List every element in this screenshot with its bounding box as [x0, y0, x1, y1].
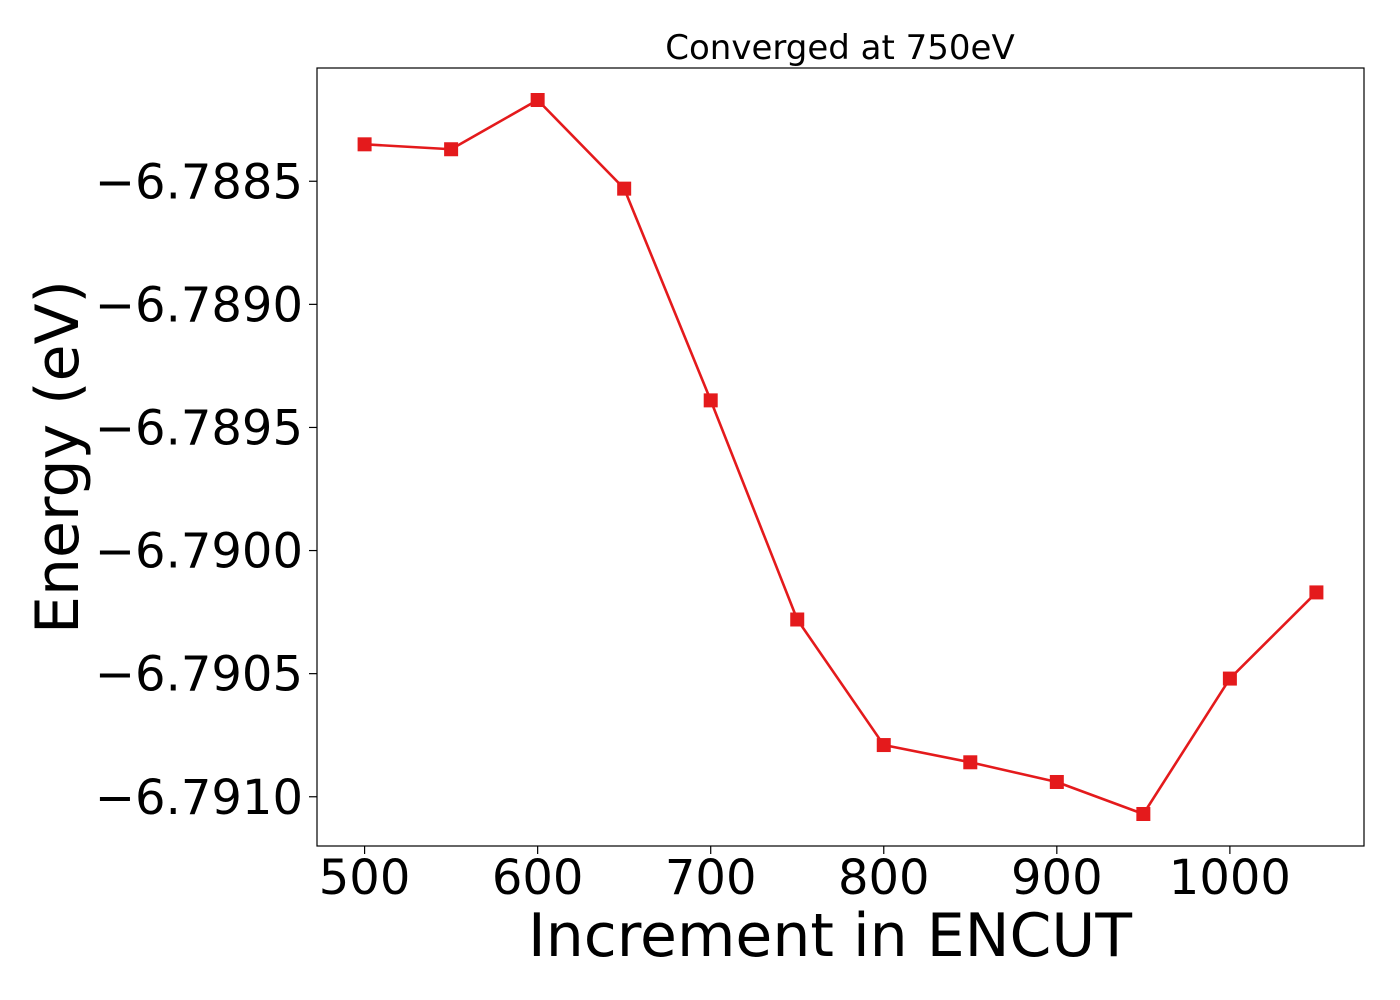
x-axis-ticks: 500 600 700 800 900 1000	[319, 846, 1291, 906]
data-point-marker	[790, 612, 805, 627]
series-line	[364, 98, 1318, 816]
data-point-marker	[444, 142, 459, 157]
y-tick-label: −6.7900	[95, 524, 303, 580]
chart-title: Converged at 750eV	[665, 28, 1014, 68]
y-tick-label: −6.7890	[95, 277, 303, 333]
x-tick-label: 1000	[1169, 850, 1291, 906]
x-tick-label: 800	[838, 850, 930, 906]
x-tick-label: 600	[492, 850, 584, 906]
plot-frame	[316, 67, 1365, 847]
y-tick-label: −6.7885	[95, 154, 303, 210]
plot-area	[316, 67, 1365, 847]
data-point-marker	[1049, 774, 1064, 789]
x-tick-label: 700	[665, 850, 757, 906]
y-axis-label: Energy (eV)	[23, 280, 93, 634]
x-tick-label: 900	[1011, 850, 1103, 906]
y-axis-ticks: −6.7910 −6.7905 −6.7900 −6.7895 −6.7890 −6.78…	[95, 154, 317, 826]
data-point-marker	[703, 393, 718, 408]
data-point-marker	[963, 755, 978, 770]
y-tick-label: −6.7895	[95, 400, 303, 456]
data-point-marker	[876, 738, 891, 753]
series-layer	[357, 93, 1324, 821]
data-point-marker	[1309, 585, 1324, 600]
data-point-marker	[1136, 806, 1151, 821]
y-tick-label: −6.7905	[95, 647, 303, 703]
x-axis-label: Increment in ENCUT	[528, 901, 1132, 971]
data-point-marker	[357, 137, 372, 152]
data-point-marker	[617, 181, 632, 196]
data-point-marker	[1222, 671, 1237, 686]
data-point-marker	[530, 93, 545, 108]
y-tick-label: −6.7910	[95, 770, 303, 826]
x-tick-label: 500	[319, 850, 411, 906]
